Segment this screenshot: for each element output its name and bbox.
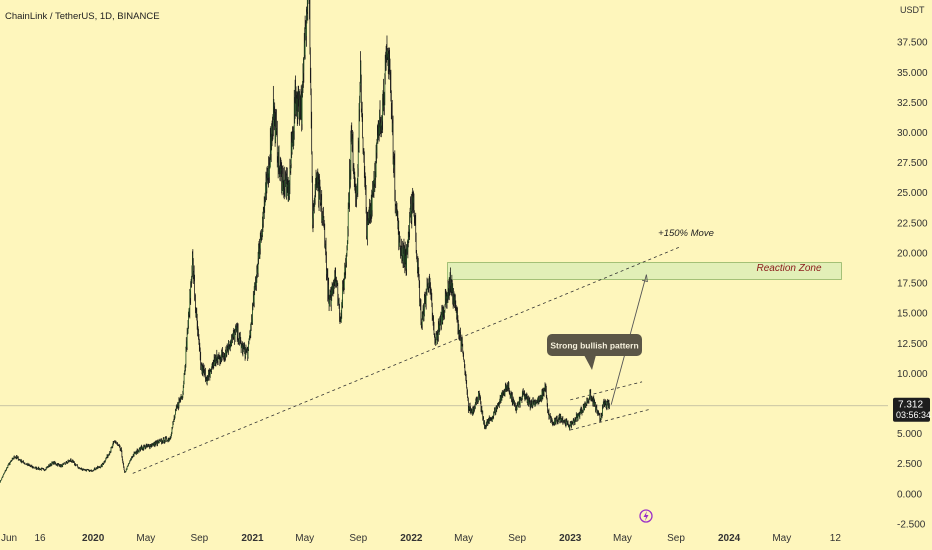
- x-tick-label: Sep: [190, 533, 208, 544]
- y-tick-label: 37.500: [897, 38, 928, 49]
- y-tick-label: 32.500: [897, 98, 928, 109]
- x-tick-label: 2021: [241, 533, 264, 544]
- y-tick-label: 35.000: [897, 68, 928, 79]
- x-tick-label: May: [454, 533, 473, 544]
- drawings-layer-under: [0, 262, 888, 407]
- x-tick-label: May: [772, 533, 791, 544]
- x-tick-label: Sep: [349, 533, 367, 544]
- x-tick-label: May: [136, 533, 155, 544]
- pattern-callout-label: Strong bullish pattern: [550, 341, 638, 351]
- last-price-value: 7.312: [898, 399, 923, 410]
- x-axis: Jun 16 2020 May Sep 2021 May Sep 2022 May Sep 2023 M…: [1, 533, 841, 544]
- x-tick-label: May: [613, 533, 632, 544]
- y-tick-label: 22.500: [897, 218, 928, 229]
- reaction-zone-label: Reaction Zone: [756, 263, 821, 274]
- bar-countdown: 03:56:34: [896, 410, 931, 420]
- y-tick-label: 12.500: [897, 339, 928, 350]
- x-tick-label: 12: [830, 533, 842, 544]
- projection-arrow-head: [641, 274, 648, 283]
- pattern-callout-pointer: [584, 355, 596, 370]
- x-tick-label: Sep: [508, 533, 526, 544]
- y-tick-label: -2.500: [897, 519, 926, 530]
- y-tick-label: 15.000: [897, 309, 928, 320]
- y-tick-label: 20.000: [897, 248, 928, 259]
- candles-layer: [0, 0, 610, 483]
- x-tick-label: Jun: [1, 533, 17, 544]
- y-tick-label: 25.000: [897, 188, 928, 199]
- x-tick-label: 2023: [559, 533, 582, 544]
- y-tick-label: 2.500: [897, 459, 922, 470]
- pattern-callout-box: [547, 334, 642, 356]
- drawings-layer-over: +150% Move Reaction Zone Strong bullish pa…: [132, 228, 822, 474]
- x-tick-label: 16: [34, 533, 46, 544]
- y-tick-label: 5.000: [897, 429, 922, 440]
- move-annotation: +150% Move: [658, 228, 714, 239]
- long-trendline: [132, 246, 681, 474]
- x-tick-label: 2020: [82, 533, 105, 544]
- x-tick-label: Sep: [667, 533, 685, 544]
- reaction-zone-box: [447, 262, 842, 280]
- last-price-tag: 7.312 03:56:34: [893, 397, 931, 422]
- x-tick-label: 2022: [400, 533, 423, 544]
- channel-upper-line: [570, 381, 643, 401]
- x-tick-label: May: [295, 533, 314, 544]
- x-tick-label: 2024: [718, 533, 741, 544]
- currency-label: USDT: [900, 5, 925, 15]
- y-tick-label: 17.500: [897, 279, 928, 290]
- y-tick-label: 27.500: [897, 158, 928, 169]
- lightning-icon[interactable]: [639, 509, 653, 523]
- y-tick-label: 10.000: [897, 369, 928, 380]
- channel-lower-line: [570, 409, 650, 431]
- y-tick-label: 0.000: [897, 489, 922, 500]
- chart-title: ChainLink / TetherUS, 1D, BINANCE: [5, 11, 160, 22]
- y-tick-label: 30.000: [897, 128, 928, 139]
